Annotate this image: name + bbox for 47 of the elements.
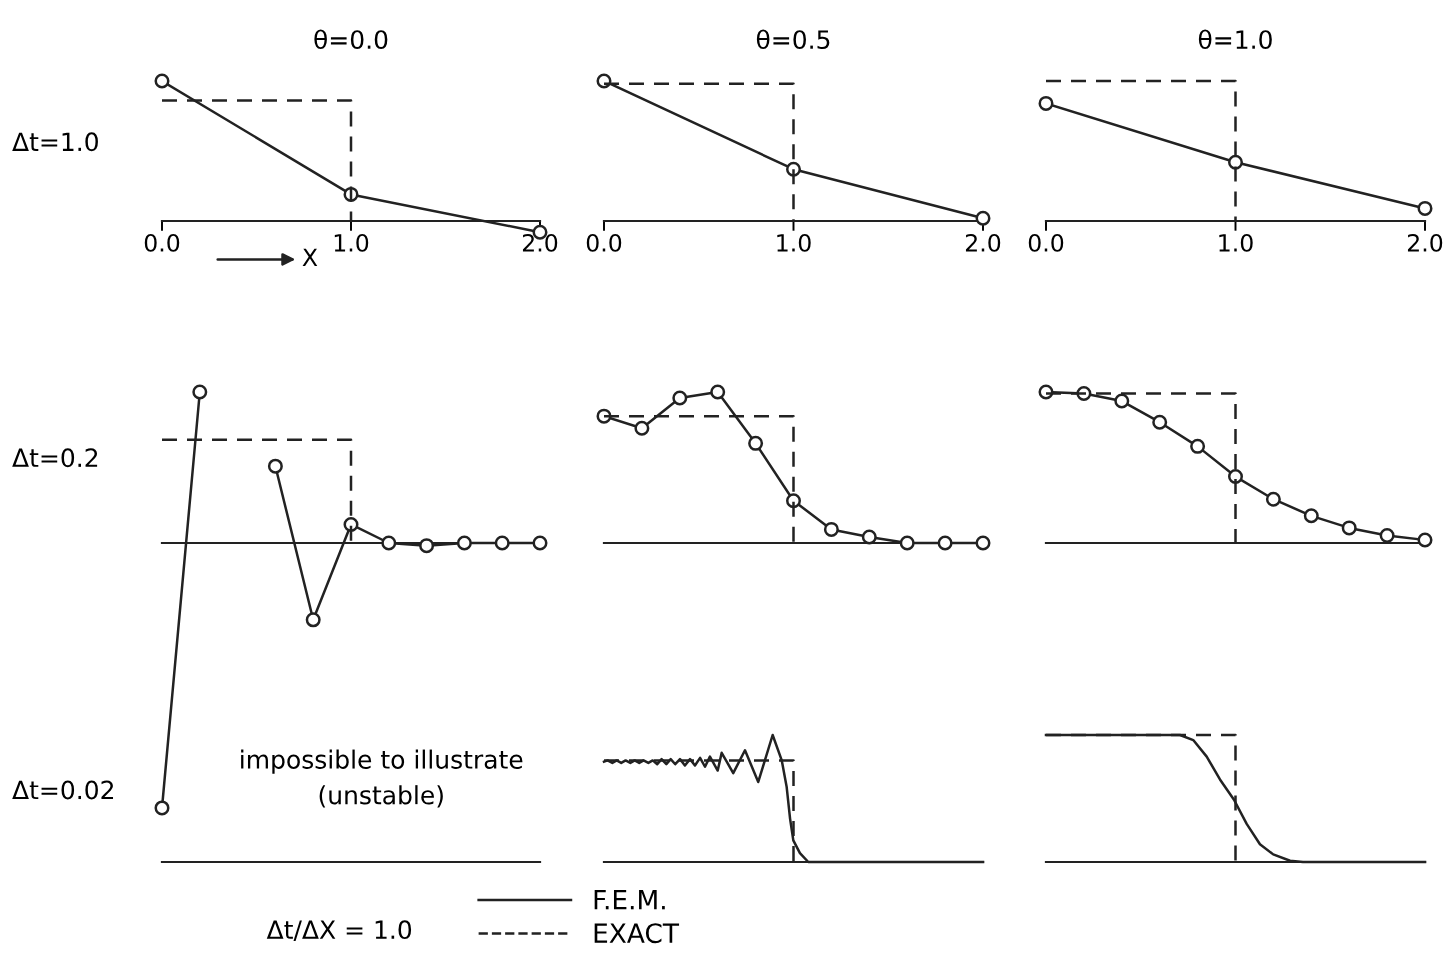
x-tick-label: 0.0: [586, 233, 622, 252]
x-tick-label: 1.0: [1219, 233, 1253, 252]
y-axis-title: Δt=1.0: [12, 132, 98, 152]
point: [381, 535, 397, 551]
point: [748, 435, 764, 451]
point: [1190, 438, 1206, 454]
point: [419, 538, 435, 554]
point: [861, 529, 877, 545]
chart-title: θ=0.5: [756, 29, 830, 50]
text: Δt/ΔX = 1.0: [266, 920, 412, 942]
x-tick-label: 2.0: [965, 233, 1001, 252]
point: [634, 420, 650, 436]
point: [1114, 393, 1130, 409]
point: [899, 535, 915, 551]
point: [192, 384, 208, 400]
point: [267, 458, 283, 474]
point: [1341, 520, 1357, 536]
chart-title: θ=1.0: [1198, 29, 1272, 50]
y-axis-title: Δt=0.2: [12, 448, 98, 468]
point: [305, 612, 321, 628]
point: [1152, 414, 1168, 430]
point: [532, 535, 548, 551]
legend-label: EXACT: [594, 923, 680, 944]
point: [1303, 508, 1319, 524]
x-tick-label: 0.0: [144, 233, 180, 252]
point: [975, 535, 991, 551]
x-tick-label: 1.0: [777, 233, 811, 252]
x-tick-label: 1.0: [334, 233, 369, 252]
point: [494, 535, 510, 551]
x-tick-label: 2.0: [522, 233, 558, 252]
legend-label: F.E.M.: [594, 890, 665, 910]
text: Δt=0.02: [12, 780, 114, 800]
point: [937, 535, 953, 551]
point: [823, 521, 839, 537]
point: [154, 800, 170, 816]
point: [1265, 491, 1281, 507]
chart-title: θ=0.0: [314, 29, 388, 50]
point: [1379, 527, 1395, 543]
point: [456, 535, 472, 551]
annotation: impossible to illustrate (unstable): [241, 749, 523, 808]
x-tick-label: 0.0: [1028, 233, 1064, 252]
point: [672, 390, 688, 406]
x-tick-label: 2.0: [1407, 233, 1443, 252]
point: [1417, 532, 1433, 548]
point: [710, 384, 726, 400]
point: [1228, 469, 1243, 485]
x-axis-title: X: [302, 248, 318, 266]
